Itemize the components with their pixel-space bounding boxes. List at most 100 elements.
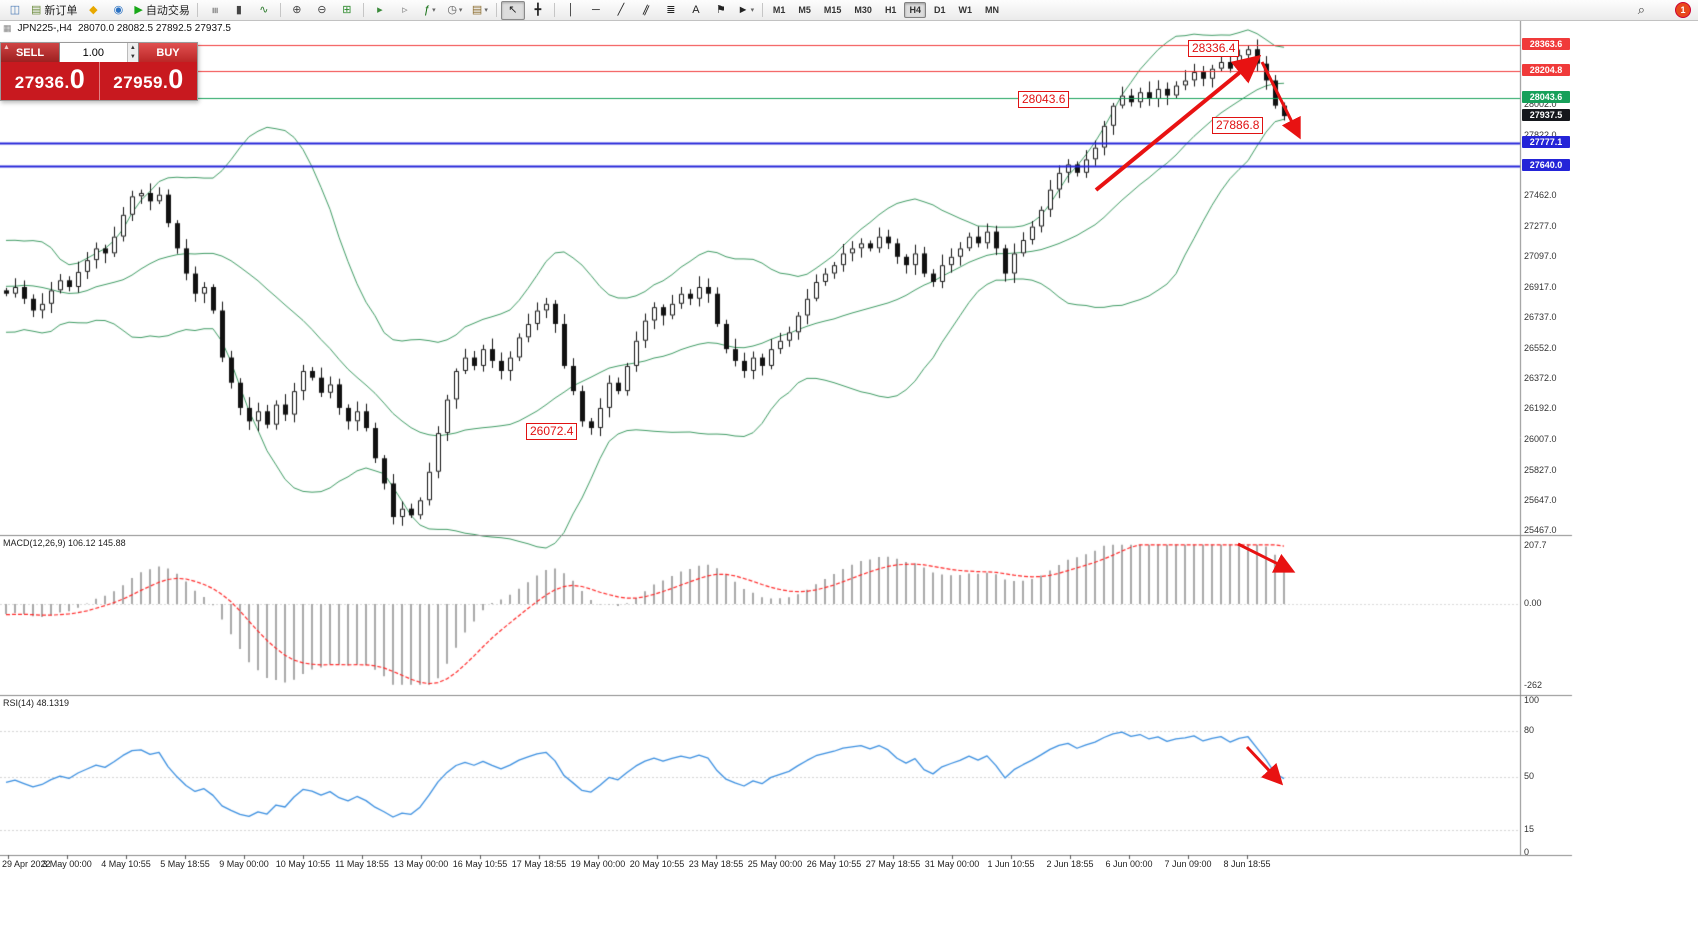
- community-icon[interactable]: ◉: [106, 1, 130, 20]
- chart-shift-icon[interactable]: ▹: [393, 1, 417, 20]
- trade-panel-controls: SELL ▲ ▼ BUY: [1, 43, 197, 62]
- caret-down-icon: ▾: [484, 7, 488, 14]
- timeframe-mn-button[interactable]: MN: [984, 5, 999, 15]
- buy-button-label: BUY: [156, 46, 180, 59]
- auto-scroll-icon: ▸: [377, 3, 383, 16]
- bar-chart-icon: ≡: [208, 6, 221, 14]
- toolbar-separator: [279, 3, 281, 17]
- fibonacci-icon: ≣: [666, 3, 676, 16]
- bar-chart-icon[interactable]: ≡: [202, 1, 226, 20]
- chart-tab-icon: ▦: [3, 23, 12, 33]
- zoom-in-icon[interactable]: ⊕: [285, 1, 309, 20]
- buy-button[interactable]: BUY: [139, 43, 197, 62]
- search-icon[interactable]: ⌕: [1637, 2, 1645, 17]
- toolbar-separator: [761, 3, 763, 17]
- trade-panel-prices: 27936. 0 27959. 0: [1, 62, 197, 100]
- timeframe-w1-button[interactable]: W1: [958, 5, 972, 15]
- text-icon: A: [692, 3, 700, 16]
- candlestick-chart-icon[interactable]: ▮: [227, 1, 251, 20]
- shapes-icon: ►: [737, 3, 749, 16]
- zoom-out-icon: ⊖: [317, 3, 327, 16]
- new-chart-icon: ◫: [9, 3, 21, 16]
- crosshair-icon: ╋: [534, 3, 542, 16]
- autotrade-button-label: 自动交易: [145, 5, 190, 17]
- toolbar-separator: [553, 3, 555, 17]
- candlestick-chart-icon: ▮: [235, 3, 242, 16]
- buy-price[interactable]: 27959. 0: [100, 62, 198, 100]
- timeframe-m1-button[interactable]: M1: [772, 5, 786, 15]
- autotrade-button: ▶: [134, 3, 143, 16]
- timeframe-m15-button[interactable]: M15: [823, 5, 842, 15]
- symbol-header: ▦ JPN225-,H4 28070.0 28082.5 27892.5 279…: [3, 23, 231, 34]
- new-chart-icon[interactable]: ◫: [3, 1, 27, 20]
- cursor-icon[interactable]: ↖: [500, 0, 525, 20]
- toolbar-separator: [196, 3, 198, 17]
- trade-panel-toggle[interactable]: ▲: [3, 44, 10, 51]
- guide-icon: ◆: [89, 3, 98, 16]
- tile-windows-icon: ⊞: [342, 3, 352, 16]
- zoom-out-icon[interactable]: ⊖: [310, 1, 334, 20]
- timeframe-h4-button[interactable]: H4: [904, 2, 926, 18]
- auto-scroll-icon[interactable]: ▸: [368, 1, 392, 20]
- symbol-name: JPN225-,H4: [17, 23, 72, 34]
- new-order-button-label: 新订单: [44, 5, 78, 17]
- toolbar-items: ◫ ▤ 新订单 ◆ ◉ ▶ 自动交易 ≡ ▮ ∿ ⊕ ⊖ ⊞ ▸ ▹ ƒ ▾ ◷ ▾ ▤ ▾ ↖ ╋ │ ─ ╱ ∥ ≣ A ⚑ ► ▾ M1 M…: [3, 0, 1005, 20]
- tile-windows-icon[interactable]: ⊞: [335, 1, 359, 20]
- chart-shift-icon: ▹: [402, 3, 408, 16]
- indicators-icon: ƒ: [424, 3, 431, 16]
- rsi-indicator-label: RSI(14) 48.1319: [3, 698, 70, 708]
- toolbar-separator: [495, 3, 497, 17]
- sell-price[interactable]: 27936. 0: [1, 62, 100, 100]
- community-icon: ◉: [113, 3, 124, 16]
- fibonacci-icon[interactable]: ≣: [659, 1, 683, 20]
- line-chart-icon: ∿: [259, 3, 269, 16]
- toolbar-separator: [362, 3, 364, 17]
- zoom-in-icon: ⊕: [292, 3, 302, 16]
- templates-icon[interactable]: ▤ ▾: [468, 1, 492, 20]
- timeframe-m5-button[interactable]: M5: [798, 5, 811, 15]
- shapes-icon[interactable]: ► ▾: [734, 1, 758, 20]
- timeframe-d1-button[interactable]: D1: [933, 5, 946, 15]
- buy-price-main: 27959.: [113, 73, 169, 92]
- volume-input[interactable]: [60, 43, 127, 62]
- caret-down-icon: ▾: [750, 7, 755, 14]
- timeframe-h1-button[interactable]: H1: [884, 5, 897, 15]
- vertical-line-icon[interactable]: │: [559, 1, 583, 20]
- line-chart-icon[interactable]: ∿: [252, 1, 276, 20]
- periods-icon: ◷: [447, 3, 457, 16]
- toolbar-right: ⌕ 1: [1638, 2, 1695, 18]
- toolbar: ◫ ▤ 新订单 ◆ ◉ ▶ 自动交易 ≡ ▮ ∿ ⊕ ⊖ ⊞ ▸ ▹ ƒ ▾ ◷ ▾ ▤ ▾ ↖ ╋ │ ─ ╱ ∥ ≣ A ⚑ ► ▾ M1 M…: [0, 0, 1698, 21]
- text-label-icon[interactable]: ⚑: [709, 1, 733, 20]
- cursor-icon: ↖: [508, 3, 518, 16]
- caret-down-icon: ▾: [458, 7, 463, 14]
- volume-box: ▲ ▼: [59, 43, 139, 62]
- sell-price-big-digit: 0: [69, 64, 85, 94]
- symbol-ohlc: 28070.0 28082.5 27892.5 27937.5: [77, 23, 231, 34]
- new-order-button: ▤: [31, 3, 42, 16]
- autotrade-button[interactable]: ▶ 自动交易: [131, 1, 192, 20]
- trendline-icon: ╱: [617, 3, 625, 16]
- trendline-icon[interactable]: ╱: [609, 1, 633, 20]
- buy-price-big-digit: 0: [168, 64, 184, 94]
- text-label-icon: ⚑: [715, 3, 726, 16]
- channel-icon[interactable]: ∥: [634, 1, 658, 20]
- sell-price-main: 27936.: [14, 73, 70, 92]
- sell-button-label: SELL: [15, 46, 45, 59]
- volume-down-button[interactable]: ▼: [127, 52, 138, 62]
- notification-badge[interactable]: 1: [1675, 2, 1691, 18]
- horizontal-line-icon[interactable]: ─: [584, 1, 608, 20]
- one-click-trade-panel: ▲ SELL ▲ ▼ BUY 27936.0 27959.0: [0, 42, 198, 101]
- periods-icon[interactable]: ◷ ▾: [443, 1, 467, 20]
- new-order-button[interactable]: ▤ 新订单: [28, 1, 80, 20]
- sell-button[interactable]: SELL: [1, 43, 59, 62]
- volume-up-button[interactable]: ▲: [127, 43, 138, 53]
- timeframe-m30-button[interactable]: M30: [854, 5, 872, 15]
- volume-stepper: ▲ ▼: [126, 43, 138, 62]
- macd-indicator-label: MACD(12,26,9) 106.12 145.88: [3, 538, 126, 548]
- crosshair-icon[interactable]: ╋: [526, 1, 550, 20]
- guide-icon[interactable]: ◆: [81, 1, 105, 20]
- text-icon[interactable]: A: [684, 1, 708, 20]
- indicators-icon[interactable]: ƒ ▾: [418, 1, 442, 20]
